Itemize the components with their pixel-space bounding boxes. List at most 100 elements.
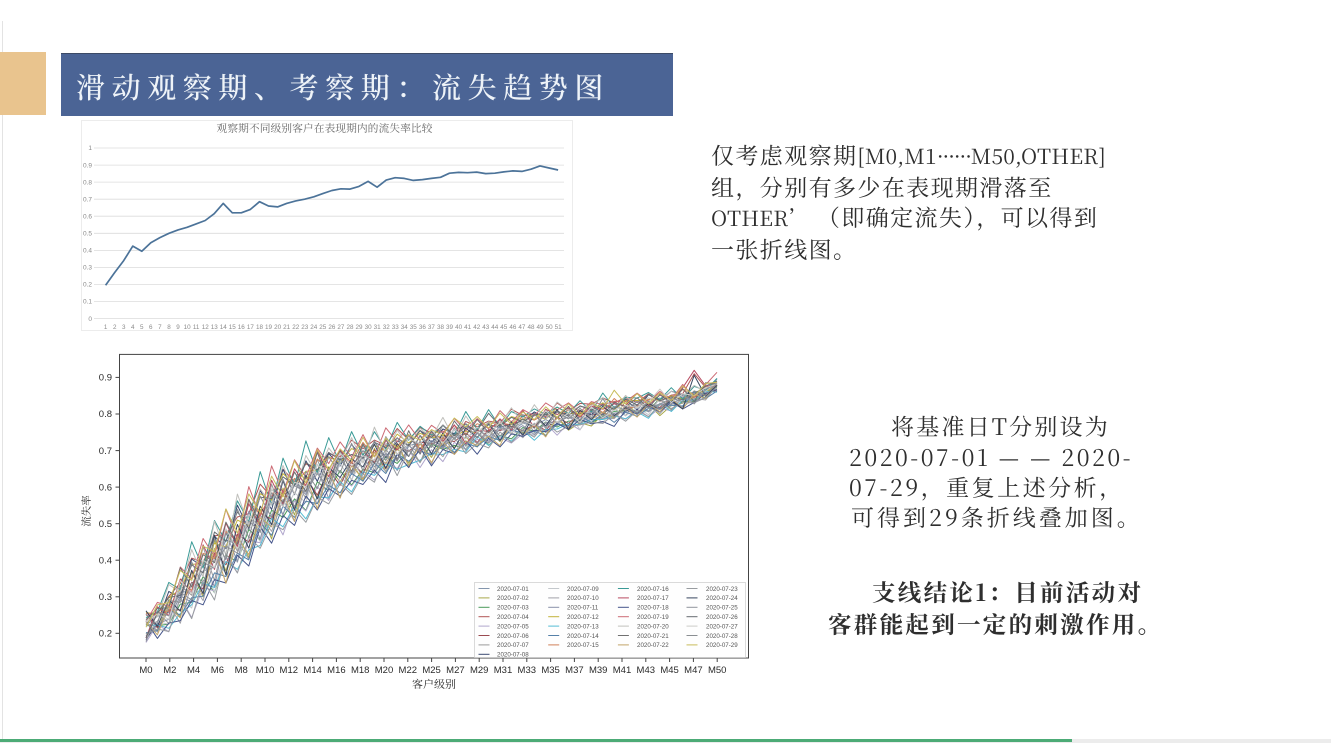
svg-text:观察期不同级别客户在表现期内的流失率比较: 观察期不同级别客户在表现期内的流失率比较 <box>217 121 433 136</box>
svg-text:15: 15 <box>229 324 237 331</box>
svg-text:35: 35 <box>410 324 418 331</box>
svg-text:0.9: 0.9 <box>83 162 92 169</box>
svg-text:28: 28 <box>346 324 354 331</box>
svg-text:27: 27 <box>337 324 345 331</box>
svg-text:流失率: 流失率 <box>79 495 94 527</box>
svg-text:M35: M35 <box>541 665 559 676</box>
svg-text:2020-07-12: 2020-07-12 <box>567 614 599 621</box>
svg-text:38: 38 <box>437 324 445 331</box>
svg-text:41: 41 <box>464 324 472 331</box>
svg-text:M45: M45 <box>660 665 678 676</box>
svg-text:2020-07-16: 2020-07-16 <box>637 586 669 593</box>
svg-text:M31: M31 <box>494 665 512 676</box>
svg-text:23: 23 <box>301 324 309 331</box>
svg-text:2020-07-24: 2020-07-24 <box>706 595 738 602</box>
svg-text:0.2: 0.2 <box>83 282 92 289</box>
svg-text:2020-07-21: 2020-07-21 <box>637 633 669 640</box>
svg-text:M8: M8 <box>235 665 248 676</box>
svg-text:M47: M47 <box>684 665 702 676</box>
svg-text:M14: M14 <box>303 665 321 676</box>
svg-text:M12: M12 <box>280 665 298 676</box>
svg-text:2020-07-22: 2020-07-22 <box>637 642 669 649</box>
svg-text:1: 1 <box>88 145 92 152</box>
svg-text:2020-07-01: 2020-07-01 <box>497 586 529 593</box>
svg-text:14: 14 <box>220 324 228 331</box>
svg-text:33: 33 <box>392 324 400 331</box>
svg-text:25: 25 <box>319 324 327 331</box>
svg-text:24: 24 <box>310 324 318 331</box>
svg-text:7: 7 <box>158 324 162 331</box>
svg-text:34: 34 <box>401 324 409 331</box>
svg-text:50: 50 <box>546 324 554 331</box>
svg-text:0.7: 0.7 <box>83 196 92 203</box>
svg-text:0.4: 0.4 <box>99 555 112 566</box>
svg-text:2020-07-19: 2020-07-19 <box>637 614 669 621</box>
svg-text:49: 49 <box>536 324 544 331</box>
svg-text:2020-07-10: 2020-07-10 <box>567 595 599 602</box>
svg-text:47: 47 <box>518 324 526 331</box>
svg-text:2020-07-14: 2020-07-14 <box>567 633 599 640</box>
svg-text:32: 32 <box>383 324 391 331</box>
svg-text:2020-07-29: 2020-07-29 <box>706 642 738 649</box>
svg-text:M27: M27 <box>446 665 464 676</box>
svg-text:46: 46 <box>509 324 517 331</box>
svg-text:3: 3 <box>122 324 126 331</box>
svg-text:17: 17 <box>247 324 255 331</box>
svg-text:2020-07-25: 2020-07-25 <box>706 605 738 612</box>
svg-text:42: 42 <box>473 324 481 331</box>
svg-text:0.8: 0.8 <box>83 179 92 186</box>
svg-text:51: 51 <box>555 324 563 331</box>
svg-text:M33: M33 <box>518 665 536 676</box>
svg-text:M29: M29 <box>470 665 488 676</box>
svg-text:43: 43 <box>482 324 490 331</box>
svg-text:16: 16 <box>238 324 246 331</box>
svg-text:0.3: 0.3 <box>99 592 112 603</box>
svg-text:M0: M0 <box>139 665 152 676</box>
svg-text:37: 37 <box>428 324 436 331</box>
svg-text:0.9: 0.9 <box>99 373 112 384</box>
svg-text:26: 26 <box>328 324 336 331</box>
svg-text:20: 20 <box>274 324 282 331</box>
svg-text:18: 18 <box>256 324 264 331</box>
svg-text:5: 5 <box>140 324 144 331</box>
svg-text:2020-07-27: 2020-07-27 <box>706 623 738 630</box>
svg-text:0.6: 0.6 <box>99 482 112 493</box>
svg-text:0.3: 0.3 <box>83 265 92 272</box>
svg-text:M50: M50 <box>708 665 726 676</box>
svg-text:2020-07-04: 2020-07-04 <box>497 614 529 621</box>
svg-text:0.5: 0.5 <box>83 231 92 238</box>
svg-text:M6: M6 <box>211 665 224 676</box>
svg-text:M10: M10 <box>256 665 274 676</box>
svg-text:6: 6 <box>149 324 153 331</box>
svg-text:0.1: 0.1 <box>83 299 92 306</box>
svg-text:M25: M25 <box>422 665 440 676</box>
svg-text:22: 22 <box>292 324 300 331</box>
svg-text:12: 12 <box>202 324 210 331</box>
svg-text:0.8: 0.8 <box>99 409 112 420</box>
svg-text:0.4: 0.4 <box>83 248 92 255</box>
svg-text:0.6: 0.6 <box>83 213 92 220</box>
svg-text:M2: M2 <box>163 665 176 676</box>
svg-text:2020-07-26: 2020-07-26 <box>706 614 738 621</box>
svg-text:M39: M39 <box>589 665 607 676</box>
svg-text:2: 2 <box>113 324 117 331</box>
svg-text:45: 45 <box>500 324 508 331</box>
svg-text:M4: M4 <box>187 665 200 676</box>
svg-text:13: 13 <box>211 324 219 331</box>
svg-text:39: 39 <box>446 324 454 331</box>
svg-text:2020-07-02: 2020-07-02 <box>497 595 529 602</box>
svg-text:30: 30 <box>365 324 373 331</box>
svg-text:2020-07-05: 2020-07-05 <box>497 623 529 630</box>
svg-text:0.7: 0.7 <box>99 446 112 457</box>
svg-text:9: 9 <box>176 324 180 331</box>
svg-text:M18: M18 <box>351 665 369 676</box>
svg-text:M43: M43 <box>637 665 655 676</box>
svg-text:M41: M41 <box>613 665 631 676</box>
svg-text:2020-07-08: 2020-07-08 <box>497 652 529 659</box>
svg-text:31: 31 <box>374 324 382 331</box>
svg-text:11: 11 <box>193 324 200 331</box>
svg-text:2020-07-28: 2020-07-28 <box>706 633 738 640</box>
svg-text:2020-07-09: 2020-07-09 <box>567 586 599 593</box>
svg-text:2020-07-20: 2020-07-20 <box>637 623 669 630</box>
svg-text:2020-07-06: 2020-07-06 <box>497 633 529 640</box>
